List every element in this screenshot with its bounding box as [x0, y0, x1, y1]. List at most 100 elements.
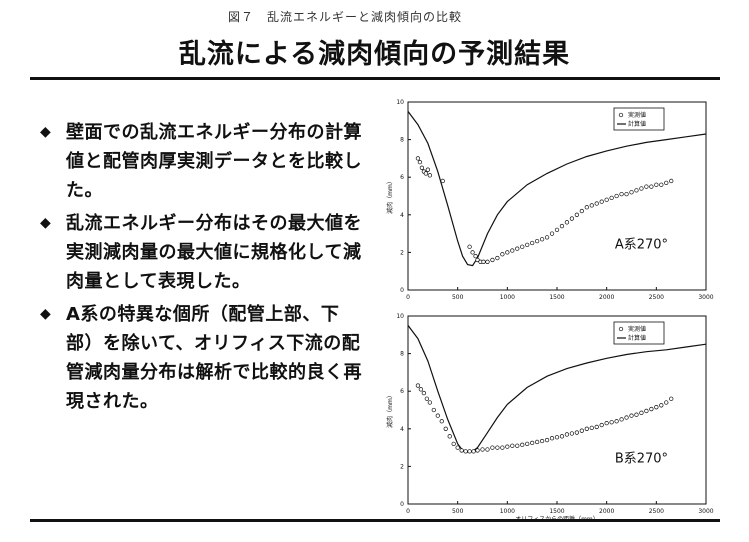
measured-point — [624, 415, 629, 420]
y-tick-label: 10 — [396, 99, 404, 106]
legend-measured-label: 実測値 — [628, 111, 646, 119]
measured-point — [439, 419, 444, 424]
x-tick-label: 0 — [406, 508, 410, 515]
y-axis-label: 減肉（mm） — [386, 392, 394, 428]
measured-point — [447, 434, 452, 439]
measured-point — [554, 435, 560, 440]
measured-point — [435, 413, 440, 418]
measured-point — [584, 426, 589, 431]
measured-point — [475, 257, 480, 263]
measured-point — [440, 178, 445, 184]
y-tick-label: 4 — [400, 212, 404, 219]
measured-point — [525, 242, 530, 248]
x-tick-label: 3000 — [698, 294, 713, 301]
legend-box — [613, 321, 665, 345]
measured-point — [500, 252, 505, 257]
measured-point — [495, 255, 500, 261]
calculated-series-line — [407, 111, 707, 267]
measured-point — [544, 437, 550, 443]
measured-point — [490, 445, 495, 450]
measured-point — [549, 436, 555, 441]
y-tick-label: 0 — [400, 287, 404, 294]
measured-point — [467, 449, 472, 454]
measured-point — [574, 212, 580, 217]
measured-point — [500, 445, 505, 450]
measured-point — [669, 396, 674, 401]
measured-point — [649, 406, 654, 412]
measured-point — [505, 250, 510, 255]
measured-point — [609, 195, 614, 201]
x-tick-label: 3000 — [698, 508, 713, 515]
legend-measured-marker — [618, 326, 624, 332]
measured-point — [594, 201, 599, 206]
measured-point — [659, 182, 664, 187]
measured-point — [427, 173, 433, 178]
measured-point — [419, 165, 425, 170]
chart-a: 0 500 1000 1500 2000 2500 3000 0 2 4 6 8 10 減肉（mm） 実測値… — [386, 99, 714, 301]
legend-calculated-label: 計算値 — [628, 334, 646, 342]
diamond-bullet-icon: ◆ — [40, 124, 51, 140]
measured-point — [539, 237, 545, 242]
measured-point — [584, 205, 589, 210]
measured-point — [421, 390, 427, 396]
bullet-item: ◆ 乱流エネルギー分布はその最大値を実測減肉量の最大値に規格化して減肉量として表… — [40, 209, 365, 296]
x-tick-label: 500 — [452, 294, 464, 301]
measured-point — [589, 203, 594, 208]
x-tick-label: 1500 — [549, 294, 564, 301]
x-tick-label: 500 — [452, 508, 464, 515]
chart-series-label: A系270° — [615, 238, 668, 253]
measured-point — [415, 156, 421, 161]
y-axis-label: 減肉（mm） — [386, 178, 394, 214]
measured-point — [559, 434, 565, 439]
measured-point — [451, 441, 456, 446]
measured-point — [515, 443, 520, 448]
measured-point — [664, 180, 669, 185]
y-tick-label: 2 — [400, 463, 404, 470]
measured-point — [639, 186, 644, 191]
measured-point — [510, 443, 515, 448]
chart-b: 0500100015002000250030000246810減肉（mm）オリフ… — [386, 313, 714, 523]
measured-point — [443, 426, 448, 431]
bottom-divider — [30, 519, 720, 522]
measured-point — [510, 248, 515, 253]
measured-point — [490, 257, 495, 263]
measured-point — [579, 208, 584, 214]
measured-point — [649, 184, 654, 189]
measured-point — [564, 220, 570, 225]
measured-point — [463, 449, 468, 454]
calculated-series-line — [407, 325, 707, 453]
x-tick-label: 1000 — [500, 508, 515, 515]
measured-point — [418, 387, 424, 392]
measured-point — [619, 191, 624, 197]
y-tick-label: 6 — [400, 388, 404, 395]
measured-point — [485, 259, 490, 264]
measured-point — [470, 250, 475, 255]
x-tick-label: 0 — [406, 294, 410, 301]
y-tick-label: 0 — [400, 501, 404, 508]
measured-point — [515, 246, 520, 251]
x-tick-label: 2500 — [649, 508, 664, 515]
measured-point — [629, 413, 634, 418]
measured-point — [629, 190, 634, 195]
y-tick-label: 6 — [400, 174, 404, 181]
bullet-text: 乱流エネルギー分布はその最大値を実測減肉量の最大値に規格化して減肉量として表現し… — [66, 213, 362, 292]
measured-point — [579, 428, 584, 433]
measured-point — [520, 244, 525, 249]
y-tick-label: 8 — [400, 137, 404, 144]
measured-point — [485, 447, 490, 452]
measured-point — [614, 193, 619, 199]
measured-point — [525, 441, 530, 446]
measured-point — [669, 178, 674, 184]
measured-point — [505, 444, 510, 449]
x-tick-label: 1500 — [549, 508, 564, 515]
measured-point — [431, 407, 436, 413]
measured-point — [644, 184, 649, 189]
measured-point — [467, 244, 472, 249]
measured-point — [480, 447, 485, 452]
measured-point — [654, 182, 659, 187]
bullet-text: A系の特異な個所（配管上部、下部）を除いて、オリフィス下流の配管減肉量分布は解析… — [66, 304, 362, 412]
measured-point — [473, 254, 478, 259]
x-tick-label: 2500 — [649, 294, 664, 301]
diamond-bullet-icon: ◆ — [40, 215, 51, 231]
measured-point — [634, 188, 639, 193]
